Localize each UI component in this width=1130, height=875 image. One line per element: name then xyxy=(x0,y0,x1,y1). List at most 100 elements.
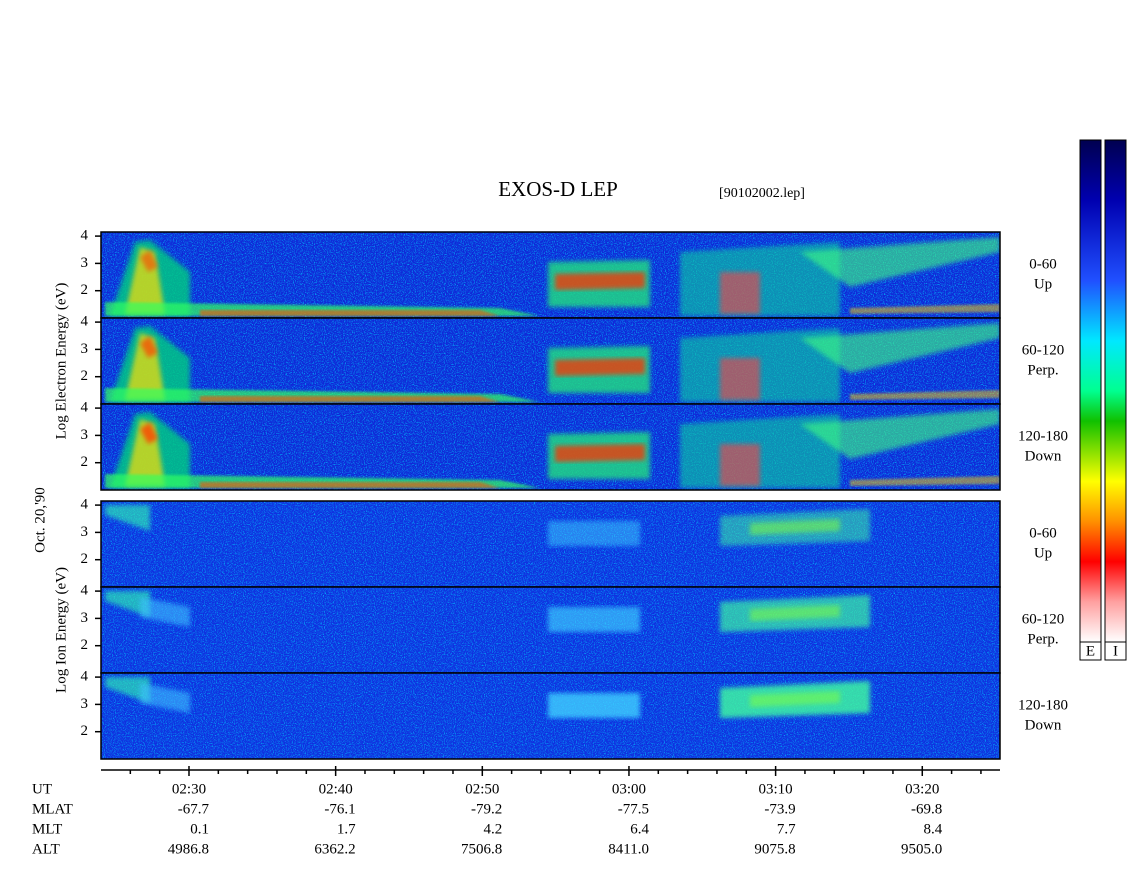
spectrogram-feature xyxy=(750,691,840,707)
angle-label: 60-120 xyxy=(1022,342,1065,358)
orbit-value: -69.8 xyxy=(911,801,942,817)
x-tick-label: 02:50 xyxy=(465,781,499,797)
angle-label: 120-180 xyxy=(1018,428,1068,444)
orbit-value: 6362.2 xyxy=(314,841,355,857)
orbit-value: -76.1 xyxy=(324,801,355,817)
y-tick-label: 2 xyxy=(81,282,89,298)
y-tick-label: 3 xyxy=(81,255,89,271)
orbit-value: 8.4 xyxy=(924,821,943,837)
y-tick-label: 2 xyxy=(81,368,89,384)
y-tick-label: 4 xyxy=(81,497,89,513)
y-tick-label: 4 xyxy=(81,314,89,330)
y-tick-label: 2 xyxy=(81,723,89,739)
colorbar-label: I xyxy=(1113,643,1118,659)
orbit-row-label: ALT xyxy=(32,841,60,857)
x-tick-label: 03:10 xyxy=(759,781,793,797)
angle-label: 0-60 xyxy=(1029,525,1057,541)
direction-label: Down xyxy=(1025,717,1062,733)
file-label: [90102002.lep] xyxy=(719,186,805,201)
y-tick-label: 4 xyxy=(81,583,89,599)
spectrogram-panel: 2 3 4 0-60 Up xyxy=(81,228,1057,319)
direction-label: Perp. xyxy=(1027,631,1058,647)
chart-title: EXOS-D LEP xyxy=(498,177,618,201)
spectrogram-feature xyxy=(548,607,640,632)
orbit-value: -77.5 xyxy=(618,801,649,817)
orbit-value: 0.1 xyxy=(190,821,209,837)
spectrogram-image xyxy=(101,587,1000,673)
spectrogram-feature xyxy=(800,237,1000,287)
spectrogram-panel: 2 3 4 0-60 Up xyxy=(81,497,1057,588)
angle-label: 0-60 xyxy=(1029,256,1057,272)
x-tick-label: 02:40 xyxy=(319,781,353,797)
panels: 2 3 4 0-60 Up 2 3 4 60-120 Perp. 2 3 4 120-180 Down 2 3 4… xyxy=(81,228,1068,760)
spectrogram-feature xyxy=(850,304,1000,314)
orbit-value: 1.7 xyxy=(337,821,356,837)
spectrogram-feature xyxy=(200,396,500,402)
y-tick-label: 2 xyxy=(81,637,89,653)
spectrogram-feature xyxy=(105,591,150,617)
direction-label: Down xyxy=(1025,448,1062,464)
orbit-value: 9075.8 xyxy=(754,841,795,857)
panel-frame xyxy=(100,403,1001,491)
spectrogram-feature xyxy=(720,358,760,400)
spectrogram-feature xyxy=(750,605,840,621)
spectrogram-feature xyxy=(800,409,1000,459)
y-tick-label: 3 xyxy=(81,341,89,357)
orbit-value: 4986.8 xyxy=(168,841,209,857)
colorbar-label-box xyxy=(1104,641,1127,661)
spectrogram-feature xyxy=(140,422,158,444)
orbit-row-label: MLT xyxy=(32,821,62,837)
y-tick-label: 4 xyxy=(81,400,89,416)
y-axis-label: Log Ion Energy (eV) xyxy=(53,567,69,693)
orbit-value: -67.7 xyxy=(178,801,210,817)
orbit-value: 7.7 xyxy=(777,821,796,837)
spectrogram-feature xyxy=(140,683,190,713)
y-tick-label: 2 xyxy=(81,551,89,567)
y-tick-label: 3 xyxy=(81,610,89,626)
colorbar xyxy=(1104,139,1127,643)
spectrogram-feature xyxy=(850,476,1000,486)
orbit-value: 6.4 xyxy=(630,821,649,837)
spectrogram-feature xyxy=(548,693,640,718)
spectrogram-feature xyxy=(555,358,645,376)
spectrogram-feature xyxy=(140,336,158,358)
spectrogram-image xyxy=(101,318,1000,404)
spectrogram-feature xyxy=(720,272,760,314)
y-tick-label: 4 xyxy=(81,228,89,244)
colorbar-label: E xyxy=(1086,643,1095,659)
spectrogram-panel: 2 3 4 60-120 Perp. xyxy=(81,314,1065,405)
spectrogram-feature xyxy=(750,519,840,535)
spectrogram-feature xyxy=(105,677,150,703)
spectrogram-feature xyxy=(800,323,1000,373)
spectrogram-feature xyxy=(850,390,1000,400)
spectrogram-feature xyxy=(200,310,500,316)
spectrogram-feature xyxy=(555,272,645,290)
angle-label: 60-120 xyxy=(1022,611,1065,627)
orbit-value: -73.9 xyxy=(764,801,795,817)
y-axis-label: Log Electron Energy (eV) xyxy=(53,283,69,440)
direction-label: Up xyxy=(1034,276,1052,292)
x-tick-label: 03:00 xyxy=(612,781,646,797)
spectrogram-panel: 2 3 4 60-120 Perp. xyxy=(81,583,1065,674)
x-tick-label: 03:20 xyxy=(905,781,939,797)
x-tick-label: 02:30 xyxy=(172,781,206,797)
y-tick-label: 3 xyxy=(81,524,89,540)
spectrogram-image xyxy=(101,501,1000,587)
angle-label: 120-180 xyxy=(1018,697,1068,713)
spectrogram-feature xyxy=(140,597,190,627)
y-tick-label: 2 xyxy=(81,454,89,470)
spectrogram-image xyxy=(101,404,1000,490)
orbit-value: 8411.0 xyxy=(608,841,649,857)
spectrogram-feature xyxy=(720,444,760,486)
colorbar-label-box xyxy=(1079,641,1102,661)
direction-label: Up xyxy=(1034,545,1052,561)
spectrogram-feature xyxy=(200,482,500,488)
direction-label: Perp. xyxy=(1027,362,1058,378)
spectrogram-image xyxy=(101,232,1000,318)
spectrogram-feature xyxy=(555,444,645,462)
orbit-value: 9505.0 xyxy=(901,841,942,857)
spectrogram-feature xyxy=(140,250,158,272)
y-tick-label: 4 xyxy=(81,669,89,685)
